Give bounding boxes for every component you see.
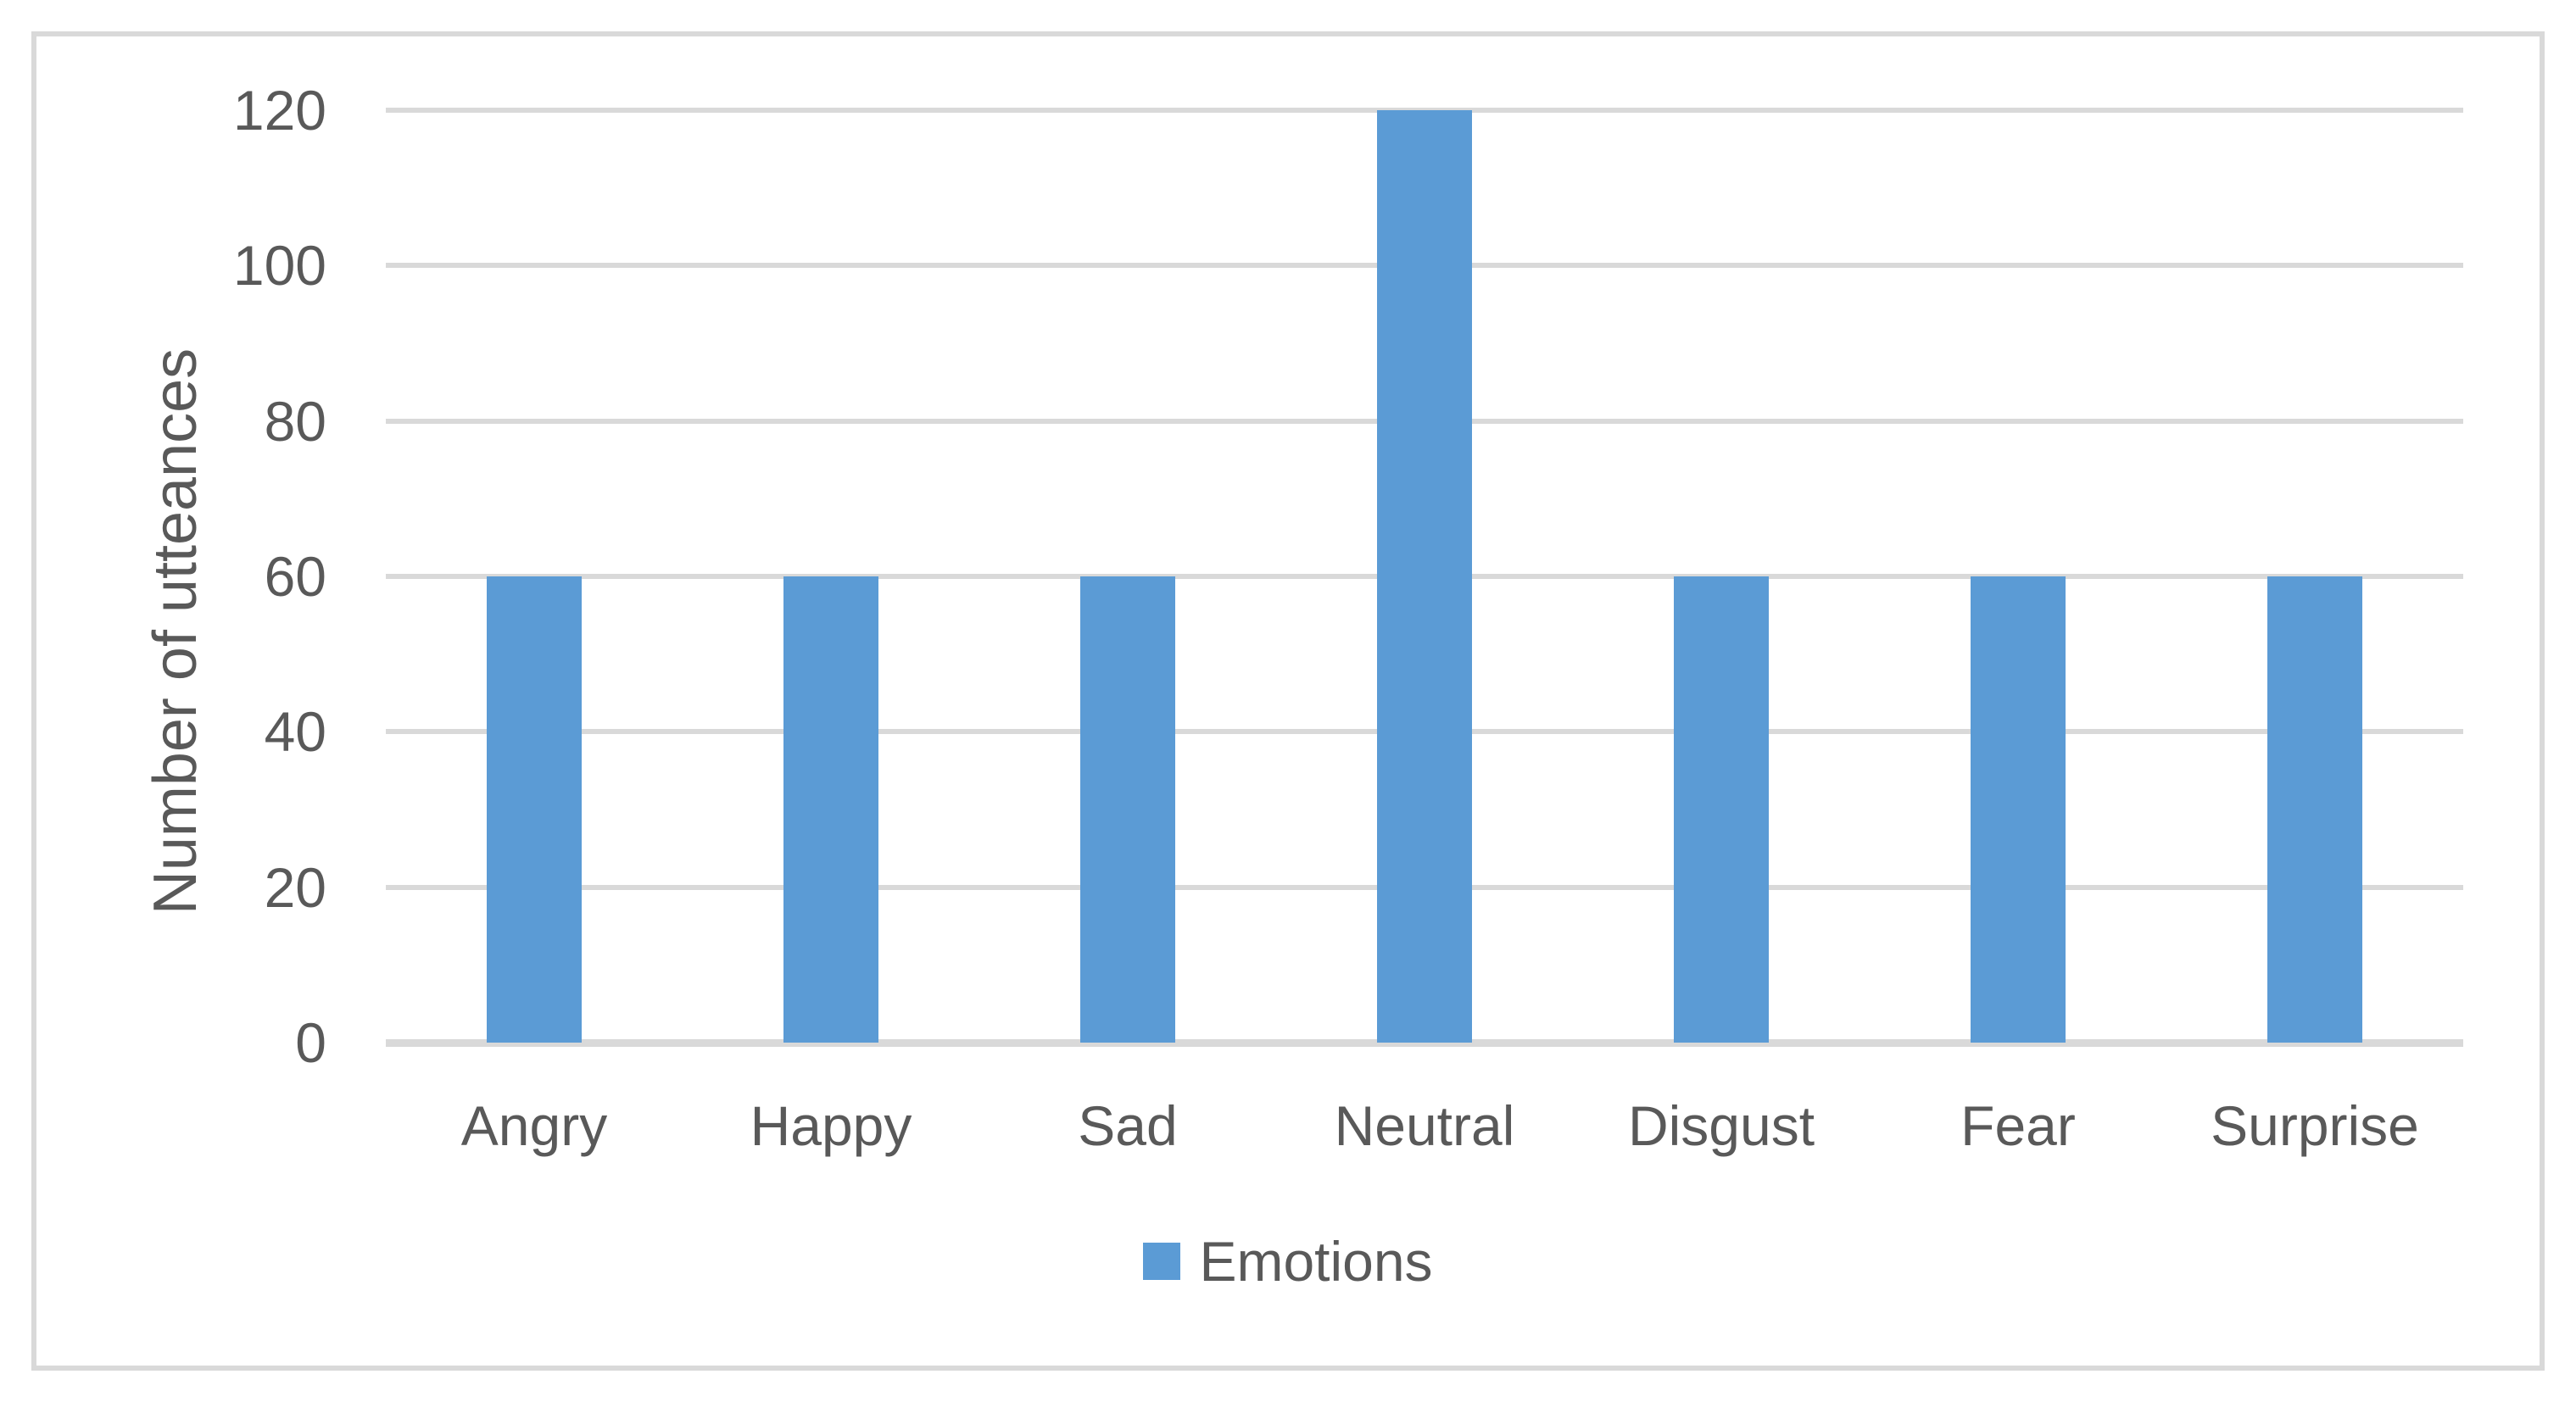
bar-disgust	[1674, 576, 1769, 1043]
legend: Emotions	[36, 1231, 2540, 1293]
y-tick-label-120: 120	[232, 79, 326, 142]
bar-slot-sad	[979, 110, 1276, 1043]
y-axis-tick-labels: 0 20 40 60 80 100 120	[0, 82, 326, 1071]
x-axis-category-labels: Angry Happy Sad Neutral Disgust Fear Surprise	[386, 1095, 2463, 1157]
bar-fear	[1971, 576, 2066, 1043]
bar-slot-angry	[386, 110, 683, 1043]
y-tick-label-40: 40	[264, 700, 326, 764]
x-category-label-sad: Sad	[1078, 1094, 1178, 1157]
gridline-0	[386, 1038, 2463, 1047]
bar-slot-happy	[683, 110, 979, 1043]
bar-neutral	[1377, 110, 1472, 1043]
y-tick-label-80: 80	[264, 389, 326, 453]
bar-slot-fear	[1870, 110, 2166, 1043]
bar-slot-surprise	[2166, 110, 2463, 1043]
x-category-label-neutral: Neutral	[1334, 1094, 1515, 1157]
bar-happy	[783, 576, 878, 1043]
bar-surprise	[2267, 576, 2362, 1043]
bars-layer	[386, 110, 2463, 1043]
bar-slot-disgust	[1573, 110, 1870, 1043]
y-tick-label-0: 0	[295, 1011, 326, 1074]
legend-label: Emotions	[1199, 1230, 1433, 1293]
legend-swatch-icon	[1143, 1243, 1181, 1281]
y-tick-label-100: 100	[232, 234, 326, 298]
x-category-label-happy: Happy	[750, 1094, 912, 1157]
y-tick-label-60: 60	[264, 545, 326, 608]
plot-area	[386, 108, 2463, 1047]
chart-frame	[31, 31, 2545, 1371]
x-category-label-fear: Fear	[1960, 1094, 2076, 1157]
x-category-label-surprise: Surprise	[2211, 1094, 2419, 1157]
bar-sad	[1080, 576, 1175, 1043]
y-tick-label-20: 20	[264, 855, 326, 919]
x-category-label-angry: Angry	[460, 1094, 608, 1157]
x-category-label-disgust: Disgust	[1627, 1094, 1815, 1157]
bar-angry	[487, 576, 582, 1043]
bar-slot-neutral	[1276, 110, 1573, 1043]
